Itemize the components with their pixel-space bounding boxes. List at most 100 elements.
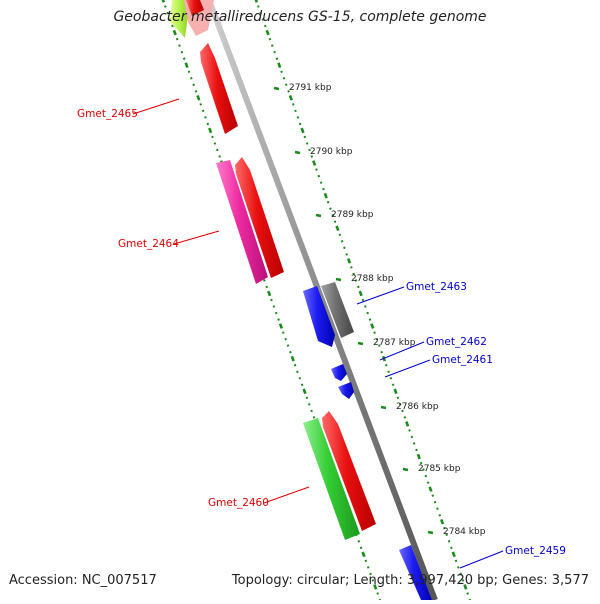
gene-feature-gmet-2460[interactable] (303, 418, 360, 540)
gene-label-gmet-2460[interactable]: Gmet_2460 (208, 497, 269, 509)
gene-label-gmet-2463[interactable]: Gmet_2463 (406, 281, 467, 293)
right-track-tick (265, 29, 270, 36)
scale-tick-mark (380, 405, 387, 410)
gene-leader-line (263, 486, 310, 504)
left-track-tick (199, 103, 203, 106)
scale-label: 2788 kbp (351, 274, 394, 284)
left-track-tick (300, 383, 304, 387)
right-track-tick (288, 95, 293, 101)
right-track-tick (366, 311, 369, 315)
right-track-tick (387, 370, 390, 374)
gene-feature-gmet-2465[interactable] (200, 43, 238, 134)
left-track-tick (357, 540, 361, 543)
right-track-tick (438, 513, 442, 517)
left-track-tick (184, 62, 189, 69)
right-track-tick (308, 148, 311, 152)
right-track-tick (350, 266, 353, 269)
scale-tick-mark (335, 277, 342, 282)
right-track-tick (440, 518, 445, 525)
right-track-tick (340, 240, 344, 243)
scale-tick-mark (273, 86, 280, 91)
right-track-tick (445, 533, 449, 537)
right-track-tick (273, 50, 276, 54)
right-track-tick (401, 409, 404, 413)
left-track-tick (206, 122, 210, 126)
right-track-tick (405, 421, 410, 427)
scale-tick-mark (294, 150, 301, 155)
gene-label-gmet-2461[interactable]: Gmet_2461 (432, 354, 493, 366)
left-track-tick (215, 148, 219, 152)
right-track-tick (364, 305, 367, 308)
right-track-tick (261, 18, 265, 21)
gene-feature-top-red[interactable] (186, 0, 204, 16)
gene-label-gmet-2464[interactable]: Gmet_2464 (118, 238, 179, 250)
right-track-tick (312, 160, 317, 166)
right-track-tick (257, 5, 260, 8)
right-track-tick (254, 0, 259, 3)
left-track-tick (284, 337, 287, 341)
gene-feature-top-lime[interactable] (170, 0, 190, 38)
gene-leader-line (459, 550, 504, 569)
right-track-tick (457, 566, 460, 569)
right-track-tick (338, 233, 342, 237)
gene-feature-gmet-2462[interactable] (331, 364, 347, 381)
gene-feature-gmet-2461[interactable] (338, 382, 354, 399)
right-track-tick (396, 396, 400, 400)
gene-feature-gmet-2459[interactable] (399, 545, 432, 600)
gene-feature-gmet-2463[interactable] (303, 286, 335, 347)
right-track-tick (416, 453, 421, 460)
left-track-tick (369, 572, 372, 576)
gene-label-gmet-2459[interactable]: Gmet_2459 (505, 545, 566, 557)
left-track-tick (307, 403, 311, 406)
right-track-tick (352, 272, 355, 276)
right-track-tick (358, 290, 363, 297)
gene-label-gmet-2465[interactable]: Gmet_2465 (77, 108, 138, 120)
genome-title: Geobacter metallireducens GS-15, complet… (113, 9, 487, 25)
right-track-tick (461, 579, 465, 582)
right-track-tick (393, 388, 398, 395)
gene-feature-gmet-2464[interactable] (216, 160, 268, 284)
left-track-tick (213, 142, 217, 145)
right-track-tick (410, 435, 414, 439)
right-track-tick (300, 127, 305, 134)
left-track-tick (263, 279, 266, 282)
left-track-tick (286, 344, 290, 347)
right-track-tick (459, 572, 462, 576)
right-track-tick (361, 298, 365, 302)
right-track-tick (298, 122, 302, 126)
gene-leader-line (132, 98, 180, 115)
right-track-tick (346, 258, 352, 264)
left-track-tick (272, 305, 276, 308)
gene-labels: Gmet_2465 Gmet_2464 Gmet_2463 Gmet_2462 Gmet… (77, 98, 566, 569)
right-track-tick (326, 200, 330, 204)
right-track-tick (319, 181, 323, 184)
left-track-tick (298, 376, 302, 380)
right-track-tick (333, 220, 337, 224)
left-track-tick (359, 546, 363, 550)
right-track-tick (259, 11, 262, 15)
scale-label: 2787 kbp (373, 338, 416, 348)
right-track-tick (428, 486, 433, 492)
right-track-tick (415, 448, 418, 452)
gene-leader-line (356, 286, 405, 305)
right-track-tick (315, 168, 318, 171)
right-track-tick (303, 135, 307, 139)
gene-feature-red-2464-adjacent[interactable] (235, 157, 284, 278)
right-track-tick (450, 546, 453, 550)
left-track-tick (293, 363, 297, 367)
right-track-tick (282, 76, 286, 80)
gene-label-gmet-2462[interactable]: Gmet_2462 (426, 336, 487, 348)
gene-leader-line (173, 230, 220, 245)
left-track-tick (305, 396, 309, 400)
right-track-tick (305, 142, 309, 145)
right-track-tick (280, 70, 283, 74)
left-track-tick (187, 70, 191, 74)
gene-feature-red-2460-adjacent[interactable] (322, 411, 376, 531)
right-track-tick (345, 253, 348, 256)
gene-feature-pseudogene[interactable] (321, 282, 354, 338)
right-track-tick (310, 155, 314, 158)
scale-labels: 2791 kbp 2790 kbp 2789 kbp 2788 kbp 2787 kbp… (273, 83, 486, 537)
left-track-tick (182, 57, 186, 60)
left-track-tick (204, 116, 207, 119)
